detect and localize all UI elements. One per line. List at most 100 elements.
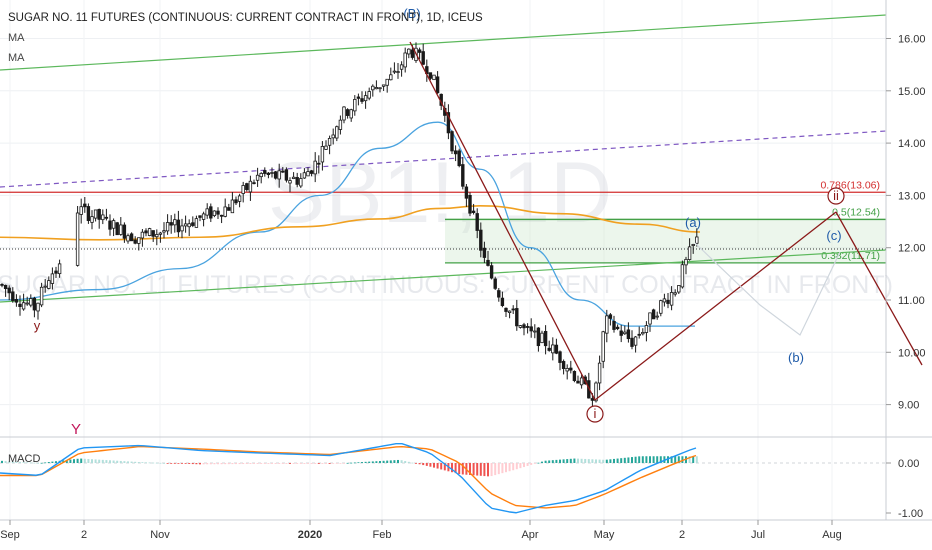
candle-body[interactable] <box>158 232 163 235</box>
candle-body[interactable] <box>644 325 649 333</box>
candle-body[interactable] <box>57 263 62 275</box>
candle-body[interactable] <box>626 329 631 340</box>
candle-body[interactable] <box>227 207 231 211</box>
candle-body[interactable] <box>378 87 382 90</box>
candle-body[interactable] <box>32 297 37 311</box>
candle-body[interactable] <box>230 199 235 214</box>
candle-body[interactable] <box>165 222 170 232</box>
candle-body[interactable] <box>673 292 677 295</box>
channel-mid-dashed-line[interactable] <box>0 130 887 188</box>
candle-body[interactable] <box>162 230 166 233</box>
candle-body[interactable] <box>111 220 116 229</box>
candle-body[interactable] <box>360 98 364 102</box>
candle-body[interactable] <box>191 222 195 226</box>
candle-body[interactable] <box>619 330 623 336</box>
candle-body[interactable] <box>219 214 224 217</box>
fib-levels[interactable]: 0.786(13.06)0.5(12.54)0.382(11.71) <box>0 179 886 264</box>
candle-body[interactable] <box>295 177 299 185</box>
candle-body[interactable] <box>529 326 533 332</box>
candle-body[interactable] <box>446 112 451 134</box>
candle-body[interactable] <box>461 164 465 187</box>
candle-body[interactable] <box>291 176 296 179</box>
candle-body[interactable] <box>248 180 253 193</box>
candle-body[interactable] <box>367 91 371 99</box>
candle-body[interactable] <box>198 215 202 218</box>
candle-body[interactable] <box>403 52 407 68</box>
candle-body[interactable] <box>500 297 505 306</box>
candle-body[interactable] <box>612 320 616 330</box>
macd-axis[interactable]: 0.00 -1.00 <box>886 458 923 520</box>
candle-body[interactable] <box>669 292 674 306</box>
ma-fast-line[interactable] <box>0 121 695 327</box>
candle-body[interactable] <box>86 206 91 221</box>
time-axis[interactable]: Sep 2 Nov 2020 Feb Apr May 2 Jul Aug <box>0 520 842 541</box>
candle-body[interactable] <box>122 224 127 239</box>
candle-body[interactable] <box>104 216 109 219</box>
candle-body[interactable] <box>79 206 83 215</box>
candle-body[interactable] <box>93 209 98 219</box>
candle-body[interactable] <box>3 284 8 290</box>
candle-body[interactable] <box>183 223 188 227</box>
candle-body[interactable] <box>320 146 325 163</box>
candle-body[interactable] <box>342 106 346 121</box>
candle-body[interactable] <box>601 331 605 362</box>
candle-body[interactable] <box>608 314 613 319</box>
candle-body[interactable] <box>43 285 47 288</box>
candle-body[interactable] <box>471 210 476 213</box>
candle-body[interactable] <box>554 344 559 354</box>
candle-body[interactable] <box>522 324 526 329</box>
candle-body[interactable] <box>525 326 530 328</box>
price-axis[interactable]: 16.00 15.00 14.00 13.00 12.00 11.00 10.00 9.00 <box>886 34 926 412</box>
candle-body[interactable] <box>518 325 523 328</box>
candle-body[interactable] <box>633 336 638 346</box>
candle-body[interactable] <box>648 312 652 325</box>
candle-body[interactable] <box>515 308 519 327</box>
candle-body[interactable] <box>273 171 278 179</box>
wave-projection-line[interactable] <box>835 211 923 366</box>
candle-body[interactable] <box>565 368 569 372</box>
candle-body[interactable] <box>569 367 573 371</box>
candle-body[interactable] <box>29 298 33 306</box>
candle-body[interactable] <box>374 87 379 90</box>
candle-body[interactable] <box>309 170 314 174</box>
candle-body[interactable] <box>21 302 26 310</box>
candle-body[interactable] <box>641 332 645 335</box>
candle-body[interactable] <box>209 206 213 219</box>
candle-body[interactable] <box>551 344 555 354</box>
candle-body[interactable] <box>108 220 112 230</box>
candle-body[interactable] <box>36 302 40 312</box>
candle-body[interactable] <box>353 99 357 112</box>
candle-body[interactable] <box>662 298 667 303</box>
candle-body[interactable] <box>137 237 141 244</box>
candle-body[interactable] <box>187 223 191 228</box>
candle-body[interactable] <box>630 337 634 347</box>
candle-body[interactable] <box>385 78 389 86</box>
candle-body[interactable] <box>651 309 656 320</box>
candle-body[interactable] <box>169 222 173 226</box>
candle-body[interactable] <box>457 150 461 167</box>
candle-body[interactable] <box>579 377 584 386</box>
candle-body[interactable] <box>345 109 350 116</box>
candle-body[interactable] <box>410 49 415 58</box>
candle-body[interactable] <box>284 169 289 181</box>
candle-body[interactable] <box>432 74 436 81</box>
candle-body[interactable] <box>558 351 562 363</box>
candle-body[interactable] <box>356 96 361 99</box>
candle-body[interactable] <box>389 74 393 81</box>
candle-body[interactable] <box>115 222 119 236</box>
indicator-label-ma-1[interactable]: MA <box>8 32 25 44</box>
candle-body[interactable] <box>504 307 508 312</box>
candle-body[interactable] <box>421 51 425 65</box>
candle-body[interactable] <box>338 119 343 130</box>
candle-body[interactable] <box>576 380 580 384</box>
candle-body[interactable] <box>133 239 137 244</box>
candle-body[interactable] <box>54 270 58 274</box>
candle-body[interactable] <box>371 85 375 91</box>
candle-body[interactable] <box>252 182 256 185</box>
candle-body[interactable] <box>540 332 544 344</box>
candle-body[interactable] <box>543 330 548 347</box>
candle-body[interactable] <box>237 195 242 202</box>
candle-body[interactable] <box>331 134 335 139</box>
candle-body[interactable] <box>363 95 368 102</box>
